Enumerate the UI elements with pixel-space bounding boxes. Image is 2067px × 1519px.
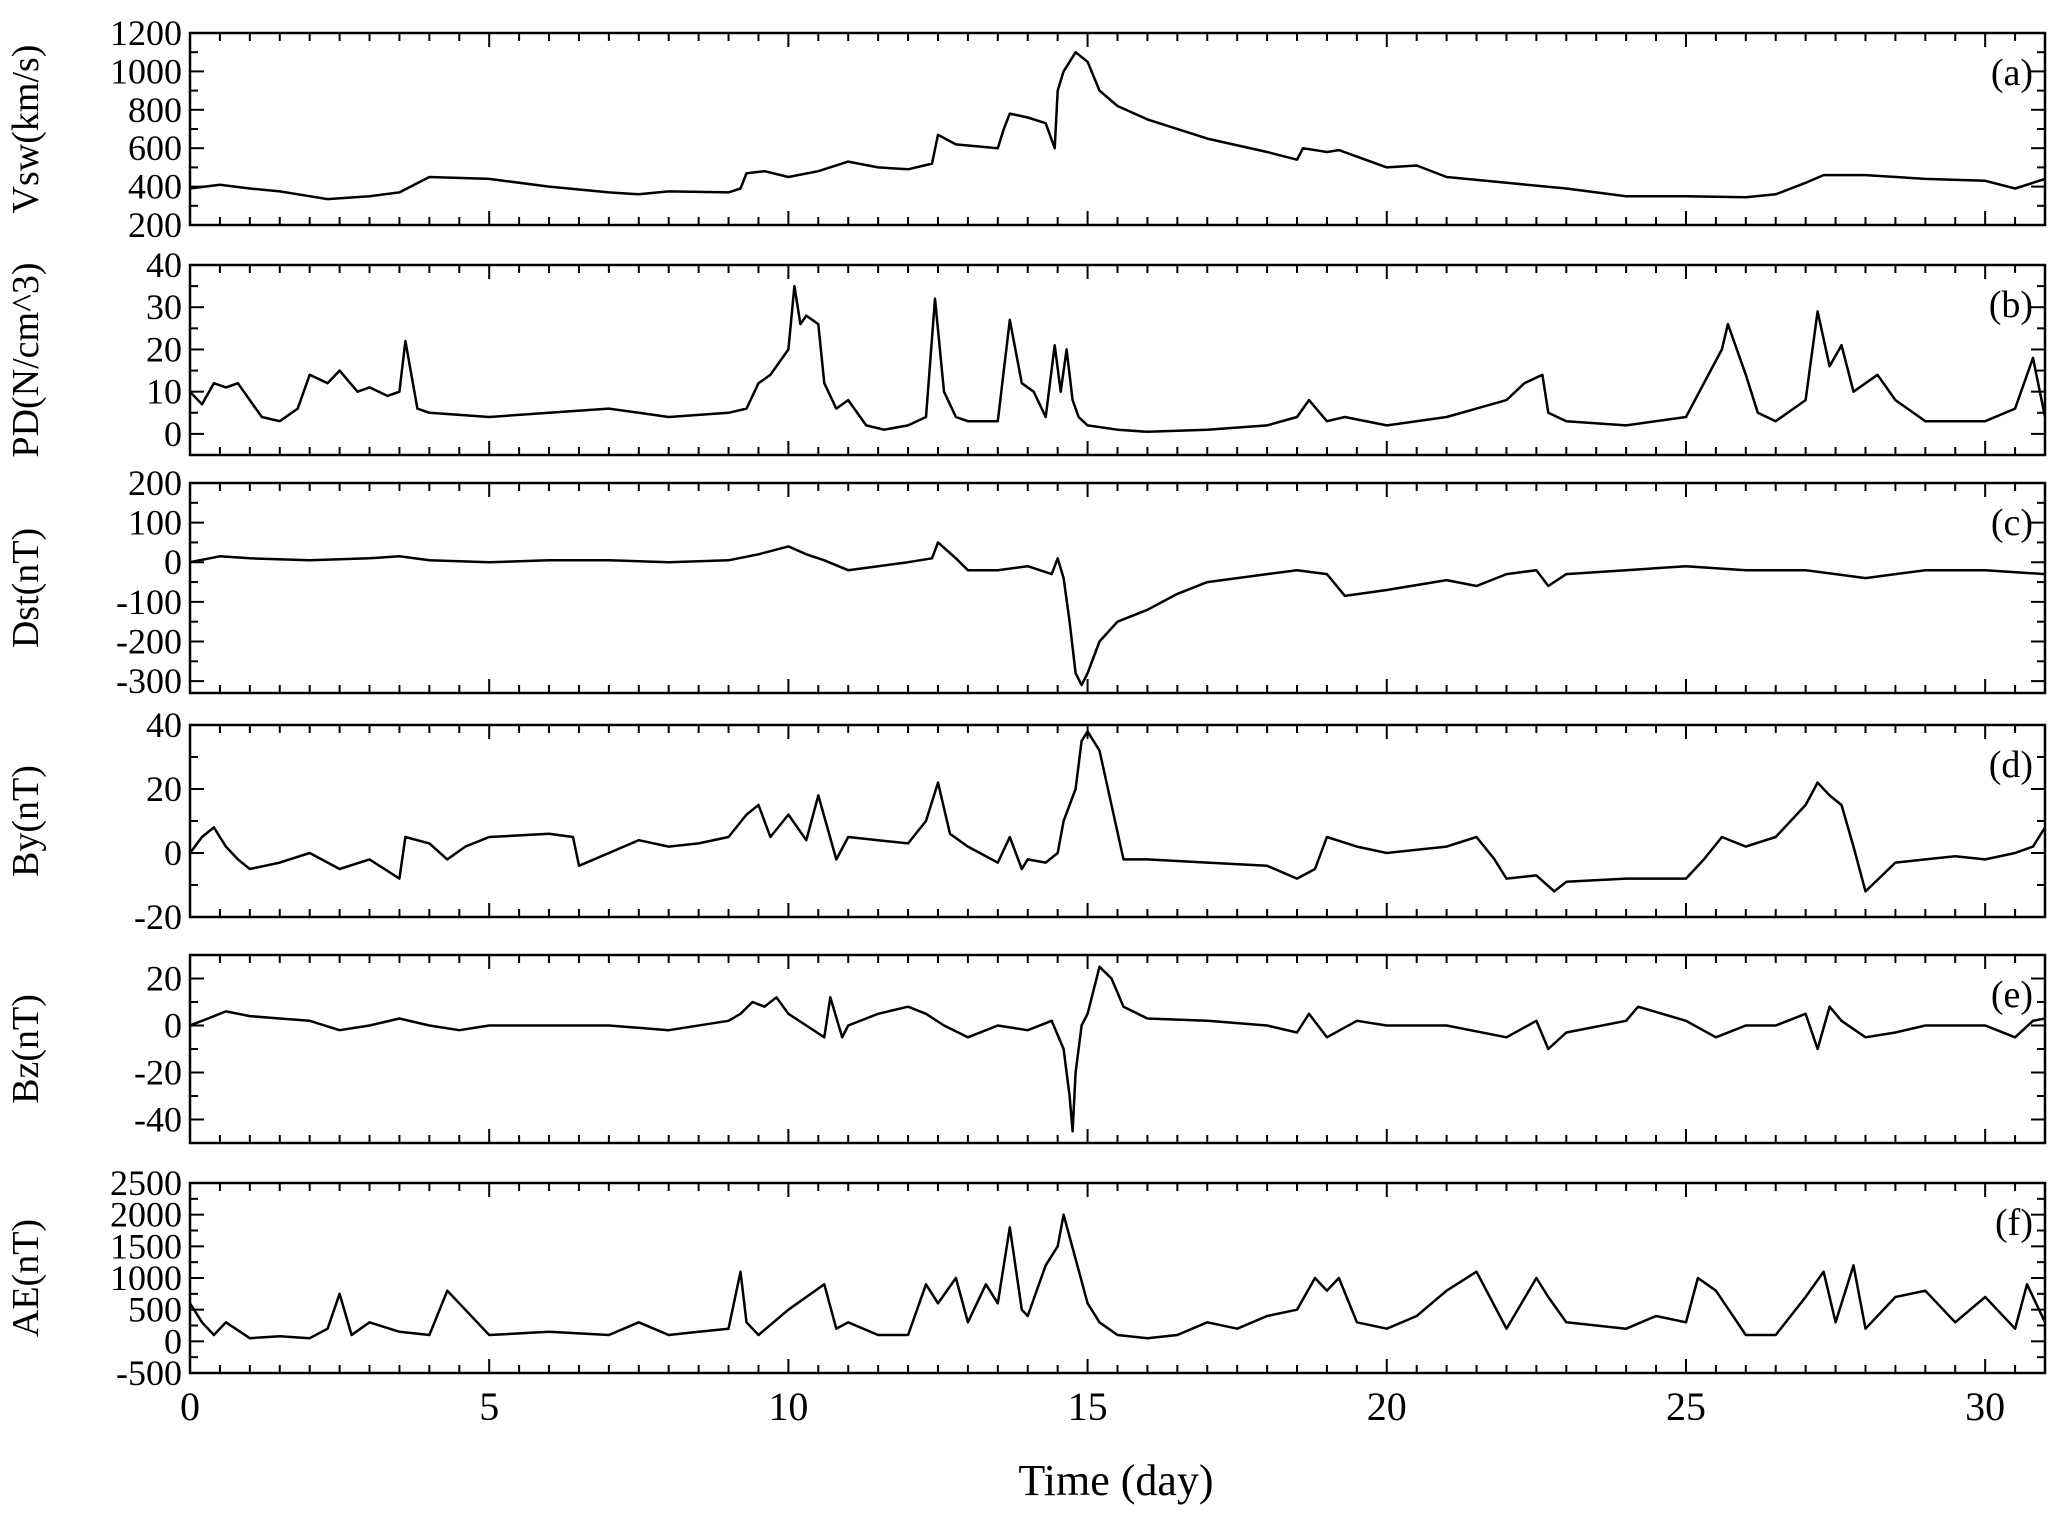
y-tick-label: 200 — [128, 463, 182, 503]
series-line-c — [190, 541, 2045, 687]
y-tick-label: -40 — [134, 1100, 182, 1140]
y-tick-label: 20 — [146, 329, 182, 369]
panel-e: -40 -20 0 20 Bz(nT) (e) — [5, 953, 2047, 1145]
y-tick-label: 30 — [146, 287, 182, 327]
series-line-a — [190, 50, 2045, 201]
y-tick-label: -20 — [134, 897, 182, 937]
y-tick-label: 0 — [164, 1006, 182, 1046]
y-tick-label: 100 — [128, 503, 182, 543]
y-tick-label: 0 — [164, 1321, 182, 1361]
y-tick-label: 10 — [146, 372, 182, 412]
x-tick-label: 20 — [1367, 1384, 1407, 1429]
x-tick-label: 30 — [1965, 1384, 2005, 1429]
x-tick-label: 5 — [479, 1384, 499, 1429]
series-line-d — [190, 730, 2045, 893]
series-line-b — [190, 284, 2045, 434]
panel-frame — [188, 1181, 2047, 1375]
y-axis-label: Bz(nT) — [5, 994, 47, 1104]
y-axis-label: By(nT) — [5, 765, 47, 877]
y-tick-label: 2000 — [110, 1195, 182, 1235]
x-tick-label: 15 — [1068, 1384, 1108, 1429]
y-tick-label: 200 — [128, 205, 182, 245]
y-tick-label: 600 — [128, 128, 182, 168]
y-tick-label: -200 — [116, 621, 182, 661]
panel-tag: (a) — [1991, 52, 2033, 94]
y-tick-label: 500 — [128, 1290, 182, 1330]
y-tick-label: 0 — [164, 833, 182, 873]
y-tick-label: -100 — [116, 582, 182, 622]
y-tick-label: 20 — [146, 959, 182, 999]
panel-frame — [188, 953, 2047, 1145]
series-line-e — [190, 965, 2045, 1133]
y-tick-label: 1000 — [110, 51, 182, 91]
y-tick-label: 40 — [146, 705, 182, 745]
y-tick-label: 400 — [128, 167, 182, 207]
y-tick-label: 20 — [146, 769, 182, 809]
y-axis-label: Vsw(km/s) — [5, 45, 47, 214]
x-tick-label: 10 — [768, 1384, 808, 1429]
panel-frame — [188, 481, 2047, 695]
x-axis: 0 5 10 15 20 25 30 — [180, 1384, 2005, 1429]
y-tick-label: 0 — [164, 542, 182, 582]
y-axis-label: Dst(nT) — [5, 528, 47, 648]
y-tick-label: -500 — [116, 1353, 182, 1393]
x-axis-label: Time (day) — [1018, 1456, 1213, 1505]
panel-frame — [188, 723, 2047, 919]
x-tick-label: 0 — [180, 1384, 200, 1429]
y-tick-label: -20 — [134, 1053, 182, 1093]
panel-tag: (c) — [1991, 502, 2033, 544]
panel-frame — [188, 263, 2047, 457]
panel-tag: (b) — [1989, 284, 2033, 326]
panel-d: -20 0 20 40 By(nT) (d) — [5, 705, 2047, 937]
y-tick-label: -300 — [116, 661, 182, 701]
y-tick-label: 1000 — [110, 1258, 182, 1298]
panel-tag: (e) — [1991, 974, 2033, 1016]
y-tick-label: 1200 — [110, 13, 182, 53]
series-line-f — [190, 1213, 2045, 1340]
x-tick-label: 25 — [1666, 1384, 1706, 1429]
y-tick-label: 2500 — [110, 1163, 182, 1203]
y-tick-label: 0 — [164, 414, 182, 454]
y-tick-label: 40 — [146, 245, 182, 285]
y-axis-label: PD(N/cm^3) — [5, 262, 47, 457]
y-tick-label: 800 — [128, 90, 182, 130]
panel-tag: (f) — [1995, 1202, 2033, 1244]
y-axis-label: AE(nT) — [5, 1219, 47, 1337]
y-tick-label: 1500 — [110, 1226, 182, 1266]
panel-tag: (d) — [1989, 744, 2033, 786]
